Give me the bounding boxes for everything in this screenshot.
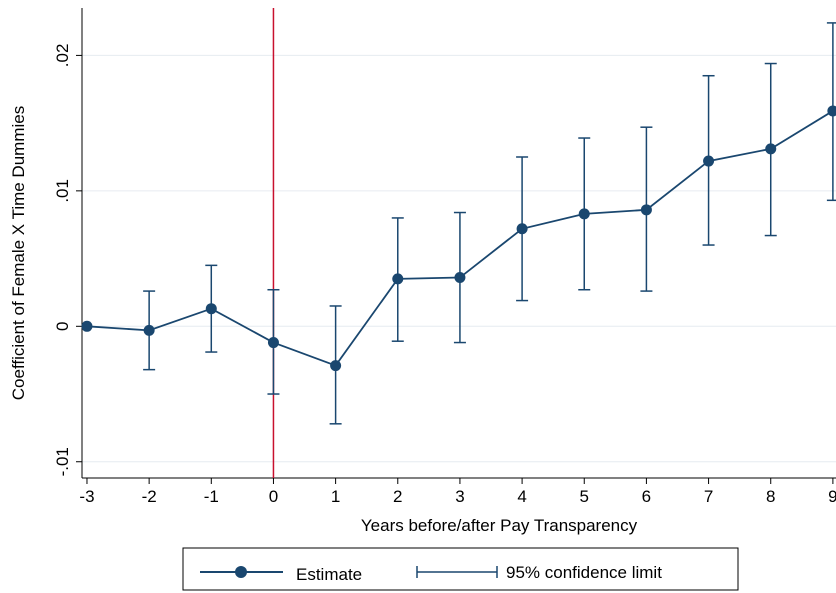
estimate-points — [81, 105, 836, 372]
axes — [81, 8, 836, 479]
x-tick-label-3: 0 — [269, 487, 278, 506]
legend-ci-label: 95% confidence limit — [506, 563, 662, 582]
x-tick-label-6: 3 — [455, 487, 464, 506]
x-tick-label-1: -2 — [142, 487, 157, 506]
estimate-point-1 — [143, 324, 155, 336]
estimate-point-11 — [765, 143, 777, 155]
estimate-point-9 — [640, 204, 652, 216]
estimate-point-5 — [392, 273, 404, 285]
legend: Estimate 95% confidence limit — [182, 547, 739, 591]
estimate-point-4 — [330, 360, 342, 372]
x-ticks: -3 -2 -1 0 1 2 3 4 5 6 7 8 9 — [79, 478, 836, 506]
x-tick-label-9: 6 — [642, 487, 651, 506]
estimate-point-6 — [454, 272, 466, 284]
y-tick-label-2: .01 — [53, 179, 72, 203]
legend-estimate-label: Estimate — [296, 565, 362, 584]
estimate-point-3 — [267, 337, 279, 349]
y-ticks: -.01 0 .01 .02 — [53, 44, 82, 476]
x-axis-title: Years before/after Pay Transparency — [361, 516, 638, 535]
x-tick-label-11: 8 — [766, 487, 775, 506]
y-tick-label-3: .02 — [53, 44, 72, 68]
estimate-point-0 — [81, 320, 93, 332]
estimate-point-7 — [516, 223, 528, 235]
y-axis-title: Coefficient of Female X Time Dummies — [9, 106, 28, 400]
x-tick-label-4: 1 — [331, 487, 340, 506]
x-tick-label-7: 4 — [517, 487, 526, 506]
estimate-point-12 — [827, 105, 836, 117]
x-tick-label-5: 2 — [393, 487, 402, 506]
legend-box — [182, 547, 739, 591]
y-tick-label-1: 0 — [53, 322, 72, 331]
x-tick-label-0: -3 — [79, 487, 94, 506]
gridlines — [82, 54, 836, 463]
estimate-point-8 — [578, 208, 590, 220]
x-tick-label-12: 9 — [828, 487, 836, 506]
x-tick-label-8: 5 — [580, 487, 589, 506]
x-tick-label-2: -1 — [204, 487, 219, 506]
y-tick-label-0: -.01 — [53, 447, 72, 476]
x-tick-label-10: 7 — [704, 487, 713, 506]
legend-estimate-marker — [235, 566, 247, 578]
confidence-intervals — [143, 22, 836, 425]
estimate-point-10 — [703, 155, 715, 167]
estimate-point-2 — [205, 303, 217, 315]
